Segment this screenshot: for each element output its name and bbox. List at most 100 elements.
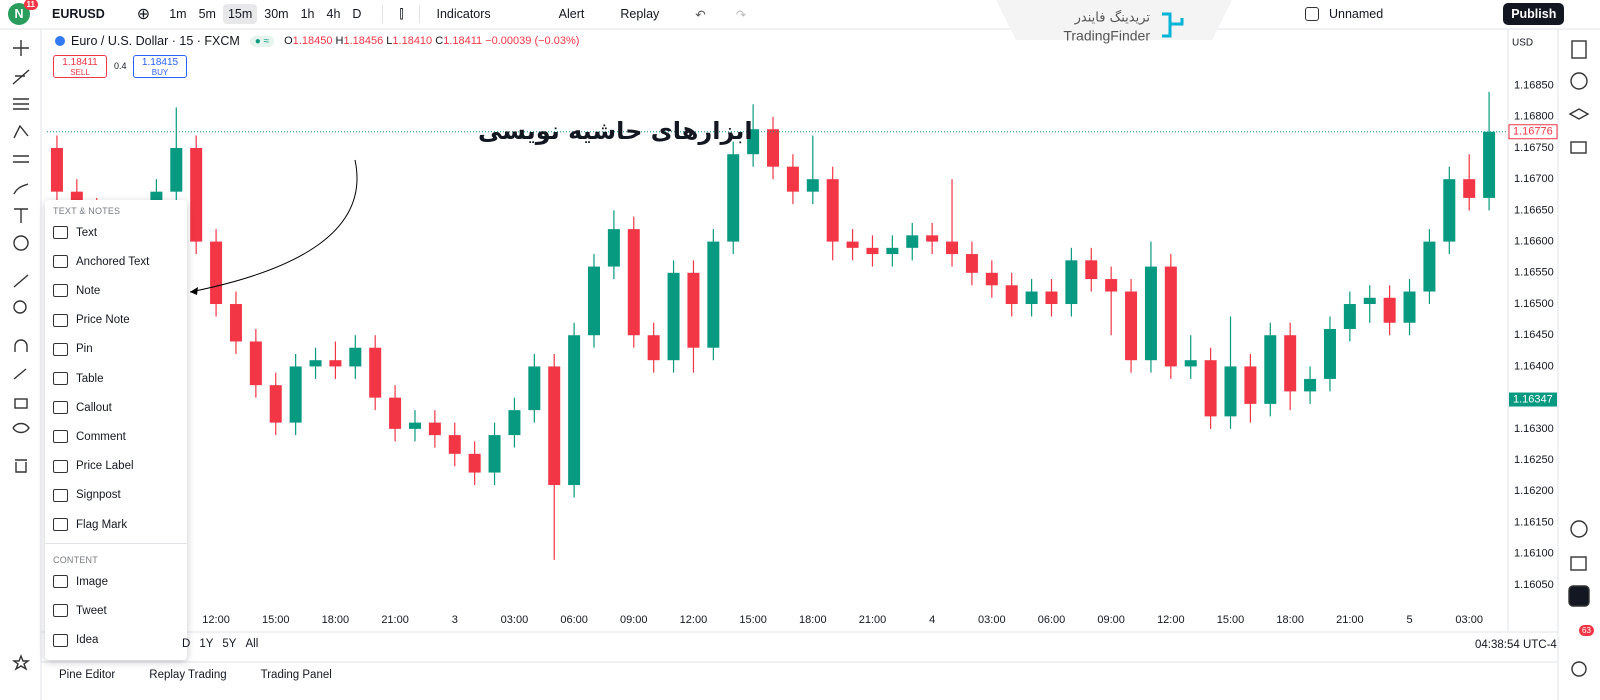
menu-item[interactable]: Pin <box>53 342 93 356</box>
tab[interactable]: Pine Editor <box>59 669 116 681</box>
interval[interactable]: D <box>352 7 362 21</box>
legend-title: Euro / U.S. Dollar · 15 · FXCM <box>71 34 240 48</box>
interval[interactable]: 30m <box>264 7 289 21</box>
candle-body <box>607 229 620 267</box>
x-tick-label: 06:00 <box>560 614 588 626</box>
x-tick-label: 3 <box>452 614 458 626</box>
layout-name[interactable]: Unnamed <box>1329 7 1384 21</box>
x-tick-label: 15:00 <box>1217 614 1245 626</box>
tab[interactable]: Replay Trading <box>149 669 227 681</box>
buy-button[interactable]: 1.18415 BUY <box>133 55 187 78</box>
interval[interactable]: 1m <box>169 7 187 21</box>
range[interactable]: 1Y <box>199 638 214 650</box>
candle-body <box>1025 291 1038 305</box>
x-tick-label: 18:00 <box>799 614 827 626</box>
change: −0.00039 (−0.03%) <box>485 35 580 47</box>
menu-item-icon <box>53 575 68 589</box>
candle-body <box>1443 179 1456 242</box>
candle-body <box>1264 335 1277 404</box>
x-tick-label: 15:00 <box>262 614 290 626</box>
y-tick-label: 1.16050 <box>1514 579 1554 591</box>
menu-item[interactable]: Tweet <box>53 604 107 618</box>
candle-body <box>1065 260 1078 305</box>
menu-item[interactable]: Price Note <box>53 313 130 327</box>
menu-item[interactable]: Text <box>53 226 97 239</box>
menu-item[interactable]: Comment <box>53 430 126 444</box>
interval[interactable]: 4h <box>326 7 341 21</box>
menu-item[interactable]: Flag Mark <box>53 518 127 531</box>
replay[interactable]: Replay <box>620 7 660 21</box>
range[interactable]: 5Y <box>222 638 237 650</box>
left-toolbar-icons <box>11 40 31 671</box>
publish-button[interactable]: Publish <box>1503 3 1565 25</box>
y-tick-label: 1.16450 <box>1514 329 1554 341</box>
menu-item-icon <box>53 284 68 298</box>
undo[interactable]: ↶ <box>695 7 706 22</box>
marker-price-box <box>1509 392 1557 407</box>
redo[interactable]: ↷ <box>735 7 747 22</box>
y-tick-label: 1.16700 <box>1514 173 1554 185</box>
candle-body <box>389 397 402 429</box>
candle-body <box>309 360 322 367</box>
menu-item-icon <box>53 488 68 502</box>
avatar[interactable]: N 11 <box>8 0 38 25</box>
separator <box>419 5 421 23</box>
candle-body <box>190 147 203 242</box>
symbol-logo <box>55 36 65 46</box>
legend-ohlc: O1.18450 H1.18456 L1.18410 C1.18411 −0.0… <box>284 35 579 47</box>
candle-body <box>249 341 262 386</box>
menu-item[interactable]: Table <box>53 372 104 385</box>
menu-item-label: Note <box>76 284 101 297</box>
chart-type[interactable]: ⫿ <box>399 6 404 21</box>
candle-body <box>1244 366 1257 404</box>
market-status: ● ≈ <box>249 35 275 47</box>
y-tick-label: 1.16100 <box>1514 548 1554 560</box>
clock: 04:38:54 UTC-4 <box>1475 639 1557 651</box>
menu-item[interactable]: Anchored Text <box>53 255 149 269</box>
menu-item[interactable]: Idea <box>53 633 98 647</box>
candle-body <box>568 335 581 486</box>
y-tick-label: 1.16600 <box>1514 236 1554 248</box>
candle-body <box>946 241 959 255</box>
sell-button[interactable]: 1.18411 SELL <box>53 55 107 78</box>
y-tick-label: 1.16850 <box>1514 79 1554 91</box>
open-value: 1.18450 <box>292 35 333 47</box>
separator <box>382 5 384 23</box>
menu-item[interactable]: Price Label <box>53 459 134 473</box>
range[interactable]: D <box>182 638 191 650</box>
x-tick-label: 09:00 <box>1097 614 1125 626</box>
y-tick-label: 1.16650 <box>1514 204 1554 216</box>
range[interactable]: All <box>245 638 259 650</box>
h-label: H <box>335 35 344 47</box>
candle-body <box>866 247 879 255</box>
indicators[interactable]: Indicators <box>436 7 491 21</box>
sell-price: 1.18411 <box>62 57 98 68</box>
menu-section-title: TEXT & NOTES <box>53 206 121 216</box>
candle-body <box>727 154 740 242</box>
watermark-logo <box>1162 12 1184 38</box>
tab[interactable]: Trading Panel <box>260 669 332 681</box>
menu-item[interactable]: Signpost <box>53 488 121 502</box>
candle-body <box>1304 378 1317 392</box>
symbol[interactable]: EURUSD <box>52 7 105 21</box>
interval[interactable]: 15m <box>222 4 258 24</box>
alert[interactable]: Alert <box>558 7 585 21</box>
add-symbol[interactable]: ⊕ <box>136 6 151 23</box>
menu-item[interactable]: Image <box>53 575 108 589</box>
menu-item-label: Tweet <box>76 604 107 617</box>
candle-body <box>1323 328 1336 379</box>
last-price-box <box>1508 124 1558 140</box>
candle-body <box>170 147 183 192</box>
menu-item-icon <box>53 342 68 356</box>
candle-body <box>408 422 421 429</box>
menu-item[interactable]: Note <box>53 284 101 298</box>
menu-item-icon <box>53 459 68 473</box>
x-tick-label: 4 <box>929 614 935 626</box>
menu-item[interactable]: Callout <box>53 401 112 415</box>
candle-body <box>1403 291 1416 323</box>
interval[interactable]: 5m <box>198 7 216 21</box>
menu-item-icon <box>53 226 68 239</box>
interval[interactable]: 1h <box>300 7 315 21</box>
